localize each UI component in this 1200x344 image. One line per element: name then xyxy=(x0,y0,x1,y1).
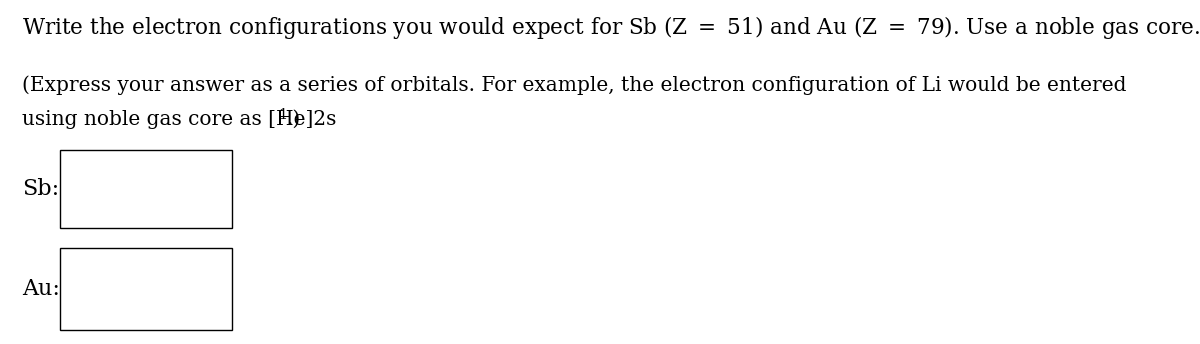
Text: using noble gas core as [He]2s: using noble gas core as [He]2s xyxy=(22,110,336,129)
Text: Au:: Au: xyxy=(22,278,60,300)
Bar xyxy=(60,248,232,330)
Text: Write the electron configurations you would expect for Sb (Z $=$ 51) and Au (Z $: Write the electron configurations you wo… xyxy=(22,14,1200,41)
Text: (Express your answer as a series of orbitals. For example, the electron configur: (Express your answer as a series of orbi… xyxy=(22,75,1127,95)
Text: Sb:: Sb: xyxy=(22,178,59,200)
Text: .): .) xyxy=(286,110,300,129)
Text: 1: 1 xyxy=(278,108,288,122)
Bar xyxy=(60,150,232,228)
